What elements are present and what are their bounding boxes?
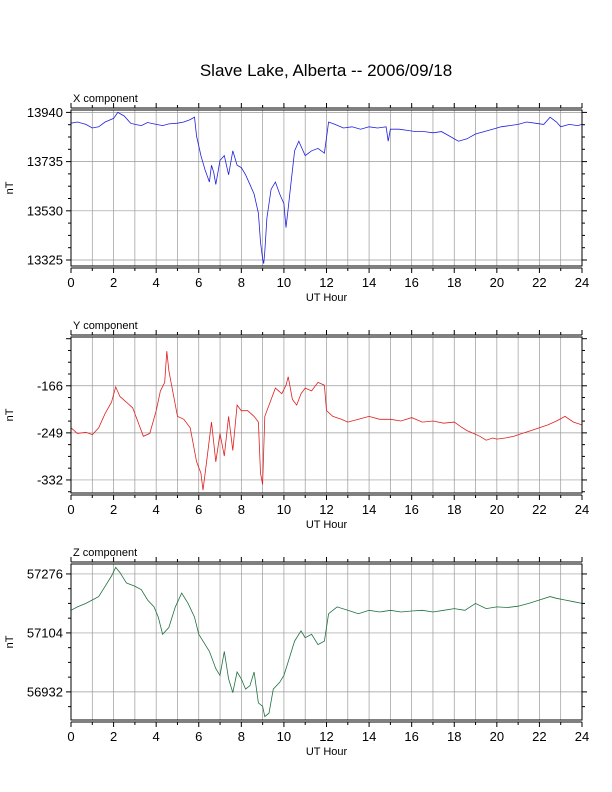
x-tick-label-z: 2: [110, 729, 117, 744]
x-tick-label-z: 16: [404, 729, 418, 744]
x-tick-label-y: 8: [238, 502, 245, 517]
x-tick-label-x: 0: [67, 275, 74, 290]
x-tick-label-x: 4: [153, 275, 160, 290]
panel-label-z: Z component: [73, 547, 137, 559]
x-tick-label-y: 14: [362, 502, 376, 517]
x-tick-label-y: 2: [110, 502, 117, 517]
x-tick-label-z: 6: [195, 729, 202, 744]
x-tick-label-z: 24: [575, 729, 589, 744]
x-tick-label-z: 8: [238, 729, 245, 744]
x-tick-label-y: 0: [67, 502, 74, 517]
y-tick-label-x: 13325: [27, 253, 63, 268]
x-tick-label-x: 20: [490, 275, 504, 290]
y-tick-label-x: 13530: [27, 203, 63, 218]
x-tick-label-x: 16: [404, 275, 418, 290]
y-tick-label-y: -332: [37, 472, 63, 487]
x-tick-label-y: 10: [277, 502, 291, 517]
x-tick-label-y: 6: [195, 502, 202, 517]
x-tick-label-x: 2: [110, 275, 117, 290]
y-axis-label-y: nT: [4, 408, 16, 421]
x-tick-label-z: 12: [319, 729, 333, 744]
y-tick-label-y: -166: [37, 378, 63, 393]
plot-frame-x: [70, 109, 583, 267]
y-axis-label-x: nT: [4, 181, 16, 194]
series-line-x: [70, 111, 583, 264]
x-tick-label-x: 22: [532, 275, 546, 290]
plot-frame-z: [70, 563, 583, 721]
x-tick-label-x: 10: [277, 275, 291, 290]
x-axis-label-x: UT Hour: [306, 292, 348, 304]
x-tick-label-z: 10: [277, 729, 291, 744]
x-tick-label-z: 20: [490, 729, 504, 744]
x-tick-label-x: 18: [447, 275, 461, 290]
x-tick-label-y: 16: [404, 502, 418, 517]
x-tick-label-y: 12: [319, 502, 333, 517]
x-tick-label-y: 24: [575, 502, 589, 517]
series-line-y: [70, 351, 583, 491]
series-line-z: [70, 566, 583, 718]
x-tick-label-x: 12: [319, 275, 333, 290]
x-tick-label-x: 24: [575, 275, 589, 290]
x-tick-label-z: 0: [67, 729, 74, 744]
x-tick-label-x: 14: [362, 275, 376, 290]
x-axis-label-y: UT Hour: [306, 519, 348, 531]
chart-title: Slave Lake, Alberta -- 2006/09/18: [200, 61, 452, 80]
panel-label-y: Y component: [73, 320, 138, 332]
x-tick-label-y: 20: [490, 502, 504, 517]
x-tick-label-x: 8: [238, 275, 245, 290]
x-tick-label-y: 22: [532, 502, 546, 517]
x-tick-label-y: 18: [447, 502, 461, 517]
y-tick-label-x: 13735: [27, 154, 63, 169]
y-tick-label-z: 56932: [27, 684, 63, 699]
plot-frame-y: [70, 336, 583, 494]
y-tick-label-z: 57104: [27, 625, 63, 640]
x-tick-label-y: 4: [153, 502, 160, 517]
x-tick-label-z: 4: [153, 729, 160, 744]
x-tick-label-z: 18: [447, 729, 461, 744]
x-tick-label-z: 14: [362, 729, 376, 744]
y-tick-label-x: 13940: [27, 105, 63, 120]
y-tick-label-z: 57276: [27, 566, 63, 581]
x-tick-label-x: 6: [195, 275, 202, 290]
y-tick-label-y: -249: [37, 425, 63, 440]
panel-label-x: X component: [73, 93, 138, 105]
x-tick-label-z: 22: [532, 729, 546, 744]
x-axis-label-z: UT Hour: [306, 746, 348, 758]
y-axis-label-z: nT: [4, 635, 16, 648]
